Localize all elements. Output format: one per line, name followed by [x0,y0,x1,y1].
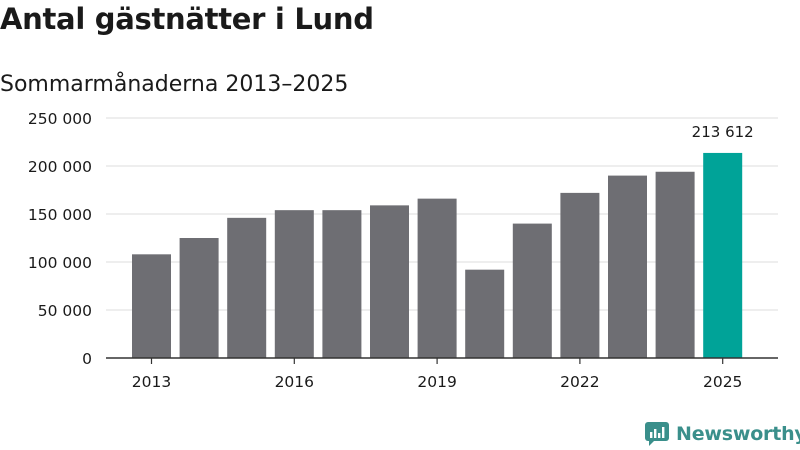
newsworthy-logo: Newsworthy [644,420,800,448]
y-tick-label: 0 [82,350,92,368]
bar [512,223,552,358]
y-tick-label: 150 000 [28,206,92,224]
newsworthy-logo-icon [645,422,669,446]
chart-subtitle: Sommarmånaderna 2013–2025 [0,72,349,97]
bar [179,238,219,358]
y-tick-label: 200 000 [28,158,92,176]
x-tick-label: 2022 [560,373,599,391]
bar [608,175,647,358]
bar [465,269,505,358]
bar [132,254,171,358]
brand-name: Newsworthy [676,423,800,445]
y-tick-label: 50 000 [38,302,92,320]
bar [227,217,267,358]
x-tick-label: 2019 [417,373,456,391]
bar [274,210,314,358]
bar [655,171,695,358]
data-label: 213 612 [692,123,754,141]
x-tick-label: 2025 [703,373,742,391]
bar [417,198,457,358]
highlighted-bar [703,152,743,358]
x-tick-label: 2016 [275,373,314,391]
y-tick-label: 250 000 [28,110,92,128]
bar [370,205,409,358]
chart-title: Antal gästnätter i Lund [0,2,374,36]
bar [322,210,362,358]
y-tick-label: 100 000 [28,254,92,272]
x-tick-label: 2013 [132,373,171,391]
bar [560,192,600,358]
